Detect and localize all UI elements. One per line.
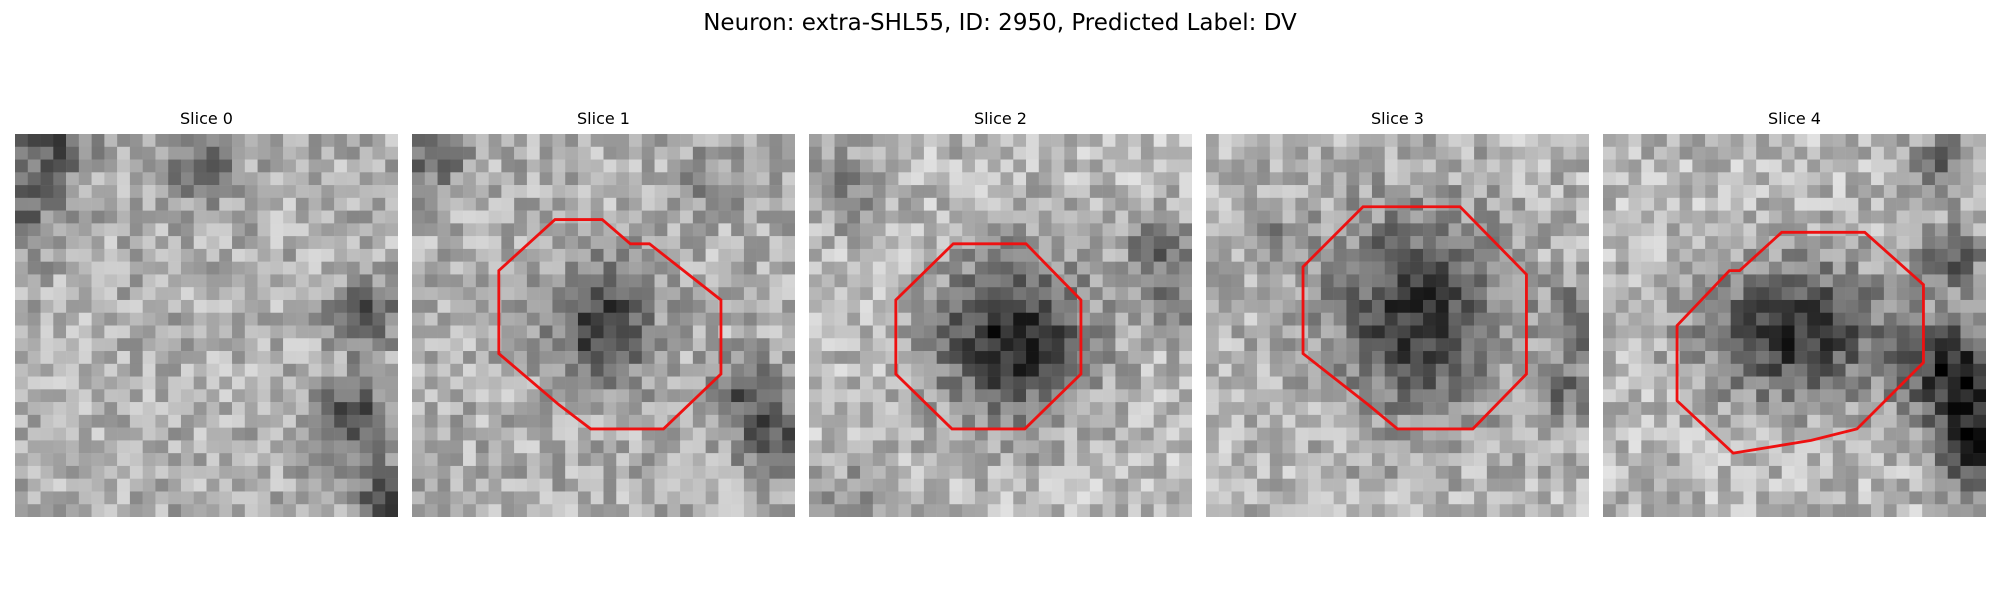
slice-title-0: Slice 0 — [15, 108, 398, 130]
slice-panel-4: Slice 4 — [1603, 108, 1986, 518]
slice-panel-2: Slice 2 — [809, 108, 1192, 518]
slice-panel-3: Slice 3 — [1206, 108, 1589, 518]
slice-image-4 — [1603, 134, 1986, 517]
slice-image-1 — [412, 134, 795, 517]
slice-title-3: Slice 3 — [1206, 108, 1589, 130]
slice-image-0 — [15, 134, 398, 517]
slice-panel-0: Slice 0 — [15, 108, 398, 518]
slice-title-4: Slice 4 — [1603, 108, 1986, 130]
slice-image-2 — [809, 134, 1192, 517]
slice-panel-1: Slice 1 — [412, 108, 795, 518]
slice-image-3 — [1206, 134, 1589, 517]
slice-title-2: Slice 2 — [809, 108, 1192, 130]
slice-title-1: Slice 1 — [412, 108, 795, 130]
